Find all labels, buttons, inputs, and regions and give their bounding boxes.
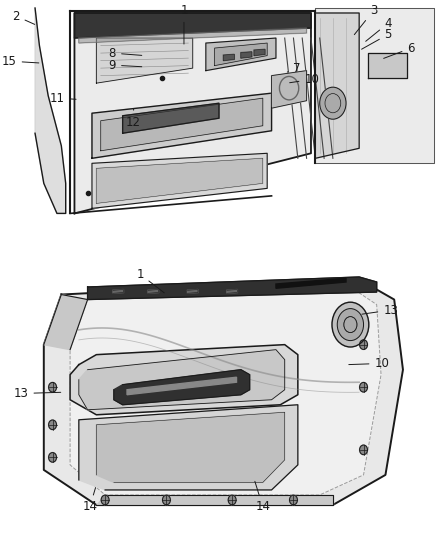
Polygon shape (127, 377, 237, 395)
Circle shape (228, 495, 236, 505)
Text: 11: 11 (50, 92, 76, 104)
Polygon shape (215, 43, 267, 66)
Polygon shape (206, 38, 276, 71)
Text: 1: 1 (136, 268, 164, 293)
Polygon shape (114, 370, 250, 405)
Circle shape (101, 495, 109, 505)
Polygon shape (92, 154, 267, 208)
Text: 9: 9 (109, 59, 142, 71)
Polygon shape (368, 53, 407, 78)
Text: 8: 8 (109, 46, 142, 60)
Polygon shape (44, 295, 88, 350)
Polygon shape (148, 289, 159, 293)
Polygon shape (315, 8, 434, 163)
Polygon shape (79, 28, 307, 43)
Text: 10: 10 (349, 357, 389, 370)
Text: 14: 14 (255, 481, 270, 513)
Polygon shape (96, 413, 285, 482)
Polygon shape (0, 8, 438, 259)
Polygon shape (276, 278, 346, 288)
Polygon shape (101, 98, 263, 151)
Circle shape (332, 302, 369, 347)
Circle shape (360, 340, 367, 350)
Polygon shape (315, 13, 359, 158)
Circle shape (49, 383, 57, 392)
Text: 5: 5 (362, 28, 392, 49)
Text: 7: 7 (287, 62, 301, 75)
Polygon shape (227, 289, 237, 293)
Text: 15: 15 (2, 54, 39, 68)
Polygon shape (223, 54, 234, 61)
Text: 12: 12 (126, 109, 141, 128)
Polygon shape (113, 289, 124, 293)
Polygon shape (96, 38, 193, 83)
Polygon shape (123, 103, 219, 133)
Circle shape (162, 495, 170, 505)
Polygon shape (74, 13, 311, 213)
Circle shape (290, 495, 297, 505)
Text: 14: 14 (82, 488, 97, 513)
Circle shape (49, 453, 57, 462)
Text: 13: 13 (14, 387, 61, 400)
Polygon shape (241, 52, 252, 58)
Text: 2: 2 (12, 10, 35, 25)
Text: 3: 3 (354, 4, 378, 35)
Text: 6: 6 (384, 42, 415, 59)
Polygon shape (70, 345, 298, 415)
Circle shape (320, 87, 346, 119)
Polygon shape (74, 13, 311, 38)
Polygon shape (0, 274, 438, 525)
Polygon shape (79, 350, 285, 410)
Circle shape (49, 420, 57, 430)
Polygon shape (187, 289, 198, 293)
Circle shape (360, 445, 367, 455)
Polygon shape (70, 287, 381, 495)
Circle shape (360, 383, 367, 392)
Text: 1: 1 (180, 4, 188, 44)
Polygon shape (272, 71, 307, 108)
Polygon shape (35, 8, 66, 213)
Polygon shape (79, 405, 298, 490)
Polygon shape (88, 277, 377, 300)
Text: 13: 13 (362, 304, 398, 317)
Text: 4: 4 (366, 17, 392, 42)
Polygon shape (44, 279, 403, 505)
Polygon shape (96, 158, 263, 204)
Circle shape (337, 309, 364, 341)
Text: 10: 10 (290, 73, 319, 86)
Polygon shape (96, 495, 333, 505)
Polygon shape (254, 50, 265, 55)
Polygon shape (92, 93, 272, 158)
